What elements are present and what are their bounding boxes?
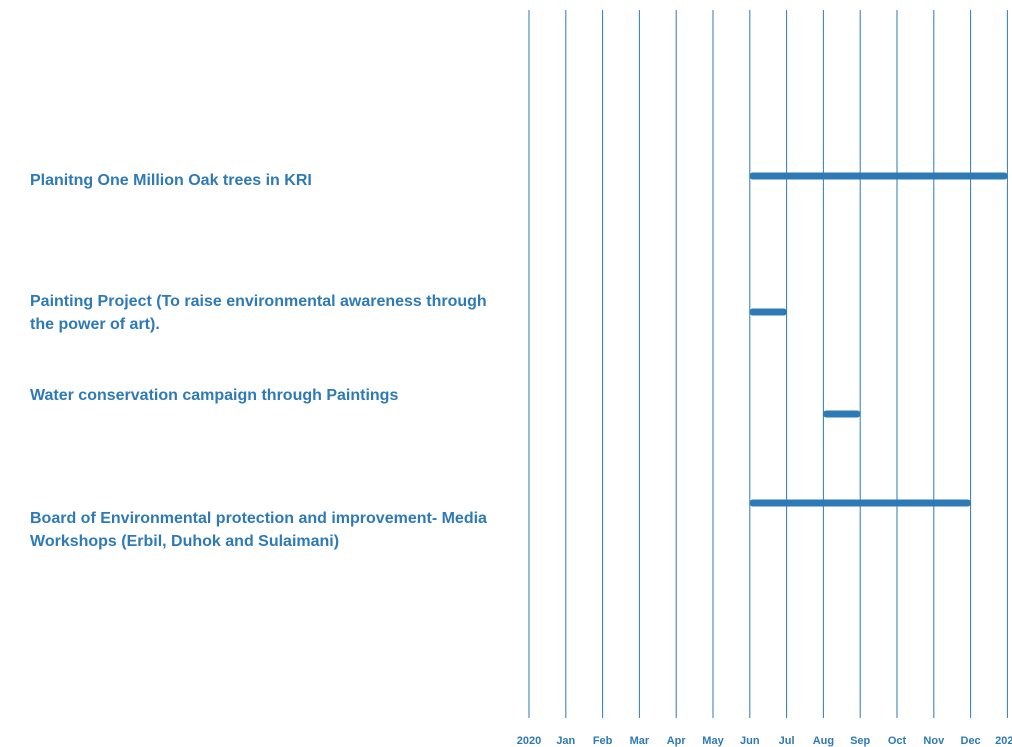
x-tick-aug: Aug — [813, 735, 834, 747]
x-tick-jun: Jun — [740, 735, 760, 747]
task-label-media-workshops: Board of Environmental protection and im… — [30, 510, 487, 550]
x-tick-may: May — [702, 735, 724, 747]
x-tick-2021: 2021 — [995, 735, 1012, 747]
x-tick-feb: Feb — [593, 735, 613, 747]
x-tick-sep: Sep — [850, 735, 870, 747]
task-label-painting-project: Painting Project (To raise environmental… — [30, 293, 487, 333]
task-label-oak-trees: Planitng One Million Oak trees in KRI — [30, 172, 312, 189]
x-tick-mar: Mar — [630, 735, 650, 747]
x-tick-oct: Oct — [888, 735, 907, 747]
x-tick-2020: 2020 — [517, 735, 541, 747]
x-tick-jul: Jul — [779, 735, 795, 747]
x-tick-dec: Dec — [961, 735, 981, 747]
task-label-water-conservation: Water conservation campaign through Pain… — [30, 387, 399, 404]
x-tick-nov: Nov — [923, 735, 945, 747]
x-tick-apr: Apr — [667, 735, 687, 747]
x-tick-jan: Jan — [556, 735, 575, 747]
